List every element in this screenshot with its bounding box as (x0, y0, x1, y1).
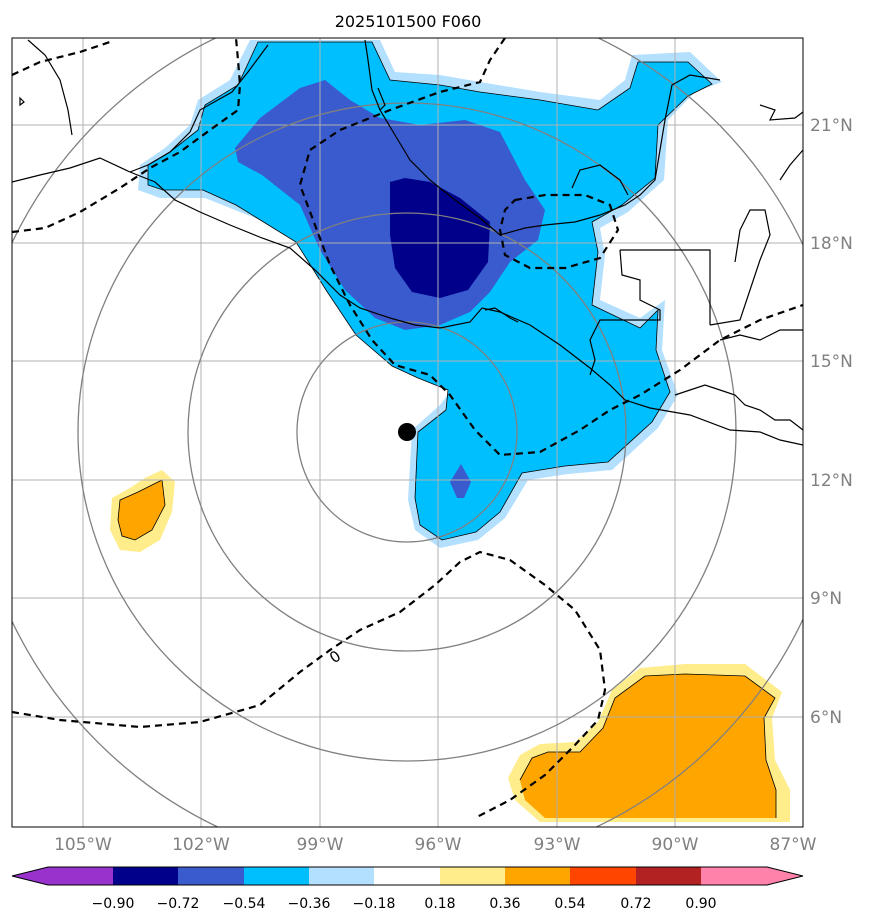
colorbar-swatch (505, 867, 570, 885)
lat-labels: 21°N 18°N 15°N 12°N 9°N 6°N (810, 116, 853, 728)
anomaly-navy-region (390, 178, 490, 298)
lat-label: 21°N (810, 116, 853, 136)
lat-label: 9°N (810, 589, 842, 609)
colorbar-swatch (244, 867, 309, 885)
anomaly-outline-west (117, 479, 166, 541)
coastlines (12, 39, 803, 446)
lon-label: 93°W (534, 835, 581, 855)
colorbar-tick: −0.18 (353, 896, 396, 912)
storm-center-marker (398, 423, 416, 441)
figure-title: 2025101500 F060 (335, 12, 482, 31)
lon-label: 90°W (652, 835, 699, 855)
colorbar-swatch (113, 867, 178, 885)
lon-label: 96°W (415, 835, 462, 855)
colorbar-tick: 0.72 (620, 896, 651, 912)
lon-label: 87°W (770, 835, 817, 855)
lon-label: 102°W (172, 835, 230, 855)
colorbar-swatch (701, 867, 767, 885)
anomaly-orange-southeast (520, 674, 776, 818)
colorbar-swatch (374, 867, 440, 885)
colorbar-swatch (570, 867, 636, 885)
colorbar-extend-low (12, 867, 48, 885)
anomaly-royal-blue-small (450, 464, 471, 498)
colorbar-tick: 0.54 (554, 896, 585, 912)
colorbar-swatch (440, 867, 505, 885)
colorbar-swatch (48, 867, 113, 885)
colorbar-swatch (636, 867, 701, 885)
map-area: 0 (12, 38, 803, 827)
dashed-contours (12, 38, 803, 819)
colorbar-tick: −0.54 (223, 896, 266, 912)
lon-labels: 105°W 102°W 99°W 96°W 93°W 90°W 87°W (54, 835, 817, 855)
colorbar-tick: −0.72 (157, 896, 200, 912)
lon-label: 99°W (297, 835, 344, 855)
anomaly-outline-southeast (519, 673, 777, 818)
colorbar-tick: −0.36 (288, 896, 331, 912)
lat-label: 15°N (810, 352, 853, 372)
map-frame (11, 37, 804, 828)
colorbar-tick: −0.90 (92, 896, 135, 912)
lat-label: 18°N (810, 234, 853, 254)
colorbar-tick: 0.36 (489, 896, 520, 912)
anomaly-orange-west (118, 480, 165, 540)
colorbar: −0.90 −0.72 −0.54 −0.36 −0.18 0.18 0.36 … (11, 866, 804, 912)
lat-label: 6°N (810, 708, 842, 728)
colorbar-swatch (309, 867, 374, 885)
colorbar-outline (11, 866, 804, 886)
colorbar-tick: 0.18 (424, 896, 455, 912)
graticule (12, 38, 803, 827)
lat-label: 12°N (810, 471, 853, 491)
colorbar-extend-high (767, 867, 803, 885)
anomaly-outline-blue (147, 41, 713, 541)
colorbar-swatch (178, 867, 244, 885)
colorbar-tick: 0.90 (685, 896, 716, 912)
lon-label: 105°W (54, 835, 112, 855)
